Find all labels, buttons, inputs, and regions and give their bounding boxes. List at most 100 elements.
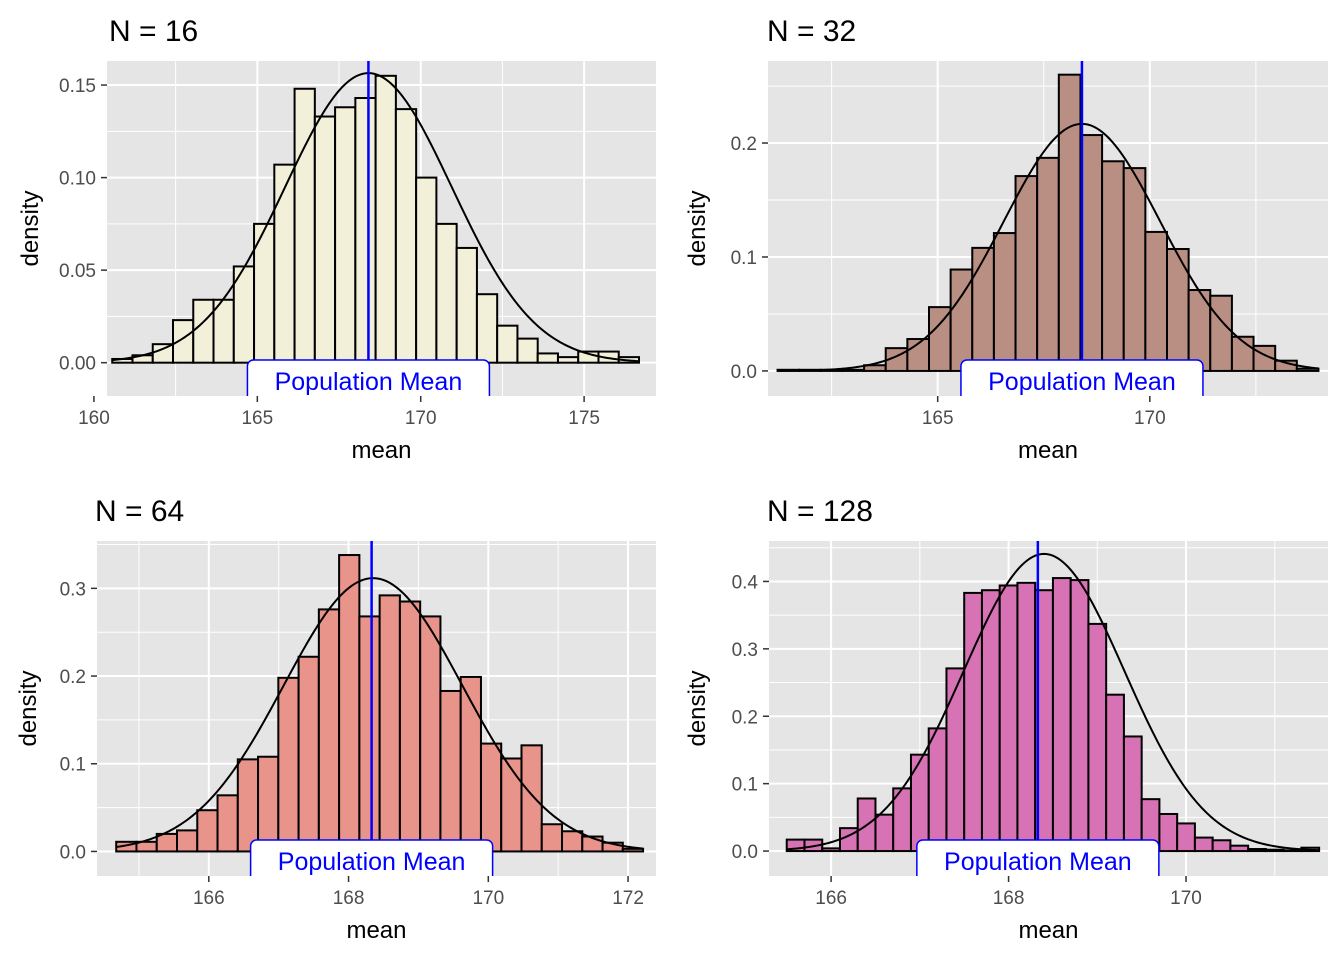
histogram-bar [313,115,337,364]
histogram-bar [496,324,519,364]
histogram-bar [998,584,1019,853]
histogram-bar [257,755,280,853]
histogram-bar [1264,848,1285,853]
population-mean-label: Population Mean [275,368,463,396]
histogram-bar [151,343,175,364]
chart-panel-4: N = 128 Population Mean 166 168 170 0.0 0.1 0.2… [684,495,1328,944]
x-tick-label: 165 [922,408,954,429]
histogram-bar [394,108,418,364]
histogram-bar [1247,848,1267,853]
histogram-bar [1087,622,1108,853]
x-axis-label: mean [1018,437,1078,464]
population-mean-label-box [916,839,1160,876]
y-tick-label: 0.1 [731,248,757,269]
histogram-bar [1122,735,1143,853]
histogram-bar [338,554,361,853]
x-tick-label: 165 [241,408,273,429]
histogram-bar [1014,175,1039,372]
normal-density-curve [112,72,640,363]
histogram-bar [1122,167,1147,372]
plot-area: Population Mean [785,541,1321,876]
x-tick-label: 160 [78,408,110,429]
histogram-bar [1229,844,1250,853]
histogram-bar [601,841,624,853]
histogram-bar [1295,367,1320,372]
y-tick-label: 0.10 [59,169,96,190]
histogram-bar [297,655,320,853]
histogram-bar [378,594,401,853]
chart-title: N = 128 [767,495,873,528]
y-axis-label: density [684,670,711,746]
histogram-bar [516,337,539,364]
y-tick-label: 0.0 [60,842,86,863]
y-tick-label: 0.15 [59,76,96,97]
histogram-bar [415,176,438,364]
histogram-bar [1101,160,1125,372]
population-mean-label-box [249,839,494,876]
x-tick-label: 168 [993,888,1025,909]
population-mean-label: Population Mean [278,848,466,876]
population-mean-label: Population Mean [944,848,1132,876]
histogram-bar [439,689,462,853]
x-tick-label: 170 [405,408,437,429]
histogram-bar [520,744,543,853]
histogram-bar [536,352,559,364]
chart-panel-3: N = 64 Population Mean 166 168 170 172 0.0 0.1 0… [15,495,656,944]
histogram-bar [1193,836,1214,853]
normal-density-curve [786,552,1320,852]
chart-panel-1: N = 16 Population Mean 160 165 170 175 0.00 0.0… [17,15,656,464]
histogram-bar [479,742,503,853]
x-axis-label: mean [346,917,406,944]
histogram-bar [317,608,341,853]
population-mean-label-box [246,359,491,396]
histogram-bar [874,813,895,853]
histogram-bar [334,106,357,364]
histogram-bar [1079,134,1104,372]
x-tick-label: 170 [472,888,504,909]
histogram-bar [909,753,930,853]
x-tick-label: 172 [612,888,644,909]
y-tick-label: 0.1 [60,755,86,776]
histogram-bar [354,97,377,364]
normal-density-curve [116,577,644,850]
chart-title: N = 16 [109,15,198,48]
histogram-bar [927,727,948,853]
histogram-bar [1211,839,1232,853]
y-axis-label: density [15,670,42,746]
histogram-bar [556,356,580,364]
histogram-bar [928,306,952,372]
histogram-bar [821,847,841,853]
plot-area: Population Mean [111,61,641,396]
histogram-bar [419,615,442,853]
histogram-bar [1069,579,1090,853]
x-tick-label: 166 [815,888,847,909]
histogram-bar [963,591,983,853]
histogram-bar [1209,294,1233,372]
histogram-bar [945,667,966,853]
x-tick-label: 175 [568,408,600,429]
population-mean-label: Population Mean [988,368,1176,396]
histogram-bar [192,298,215,364]
x-tick-label: 170 [1134,408,1166,429]
y-tick-label: 0.2 [732,707,758,728]
x-axis-label: mean [351,437,411,464]
x-tick-label: 168 [333,888,365,909]
histogram-bar [841,368,866,372]
y-tick-label: 0.3 [60,579,86,600]
y-tick-label: 0.00 [59,354,96,375]
y-tick-label: 0.0 [731,362,757,383]
y-tick-label: 0.0 [732,842,758,863]
histogram-bar [455,246,478,364]
chart-panel-2: N = 32 Population Mean 165 170 0.0 0.1 0.2 mean… [684,15,1328,464]
x-tick-label: 166 [193,888,225,909]
histogram-bar [236,758,260,853]
histogram-bar [216,794,239,853]
histogram-bar [358,615,381,853]
histogram-bar [1036,156,1060,372]
histogram-bar [561,830,584,853]
population-mean-label-box [960,359,1204,396]
histogram-bar [992,232,1017,372]
histogram-bar [273,163,296,364]
histogram-bar [1051,577,1072,853]
